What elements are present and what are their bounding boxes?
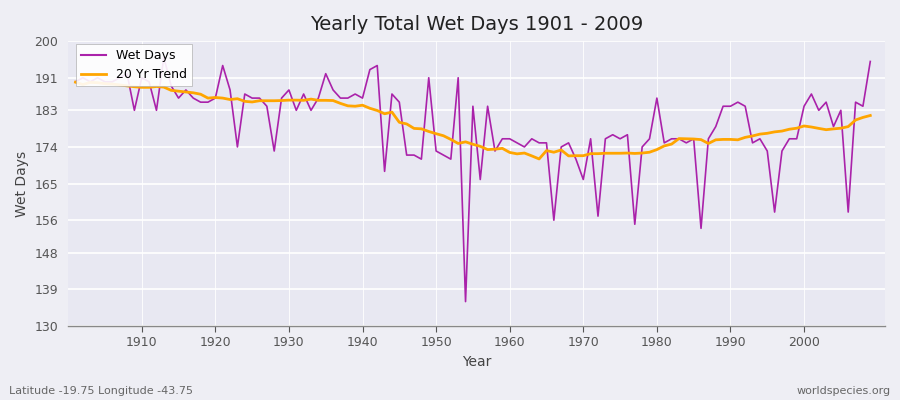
Wet Days: [460, 299, 471, 304]
Wet Days: [70, 80, 81, 84]
20 Yr Trend: [497, 146, 508, 151]
Wet Days: [865, 59, 876, 64]
Legend: Wet Days, 20 Yr Trend: Wet Days, 20 Yr Trend: [76, 44, 193, 86]
20 Yr Trend: [129, 84, 140, 89]
Wet Days: [298, 92, 309, 96]
Wet Days: [158, 55, 169, 60]
Line: 20 Yr Trend: 20 Yr Trend: [76, 82, 870, 159]
20 Yr Trend: [600, 151, 611, 156]
Wet Days: [342, 96, 353, 100]
20 Yr Trend: [504, 150, 515, 155]
Y-axis label: Wet Days: Wet Days: [15, 150, 29, 217]
Text: worldspecies.org: worldspecies.org: [796, 386, 891, 396]
20 Yr Trend: [70, 80, 81, 84]
Wet Days: [519, 144, 530, 149]
Line: Wet Days: Wet Days: [76, 57, 870, 302]
Title: Yearly Total Wet Days 1901 - 2009: Yearly Total Wet Days 1901 - 2009: [310, 15, 644, 34]
Text: Latitude -19.75 Longitude -43.75: Latitude -19.75 Longitude -43.75: [9, 386, 193, 396]
Wet Days: [608, 132, 618, 137]
20 Yr Trend: [534, 156, 544, 161]
20 Yr Trend: [291, 98, 302, 102]
Wet Days: [129, 108, 140, 113]
X-axis label: Year: Year: [462, 355, 491, 369]
Wet Days: [512, 140, 523, 145]
20 Yr Trend: [335, 101, 346, 106]
20 Yr Trend: [865, 113, 876, 118]
